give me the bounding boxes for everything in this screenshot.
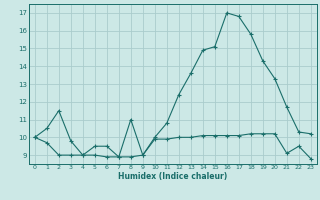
X-axis label: Humidex (Indice chaleur): Humidex (Indice chaleur) <box>118 172 228 181</box>
